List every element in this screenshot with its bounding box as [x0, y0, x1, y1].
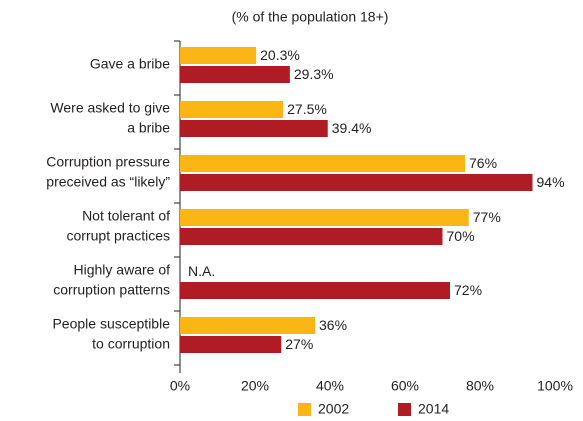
- category-label: People susceptible: [52, 316, 170, 332]
- legend-swatch: [298, 403, 311, 416]
- bar: [180, 317, 315, 334]
- bar: [180, 47, 257, 64]
- bar: [180, 228, 443, 245]
- category-label: a bribe: [127, 120, 170, 136]
- x-tick-label: 100%: [537, 378, 573, 394]
- value-label: 72%: [454, 282, 482, 298]
- category-label: Corruption pressure: [46, 154, 170, 170]
- value-label: 77%: [473, 209, 501, 225]
- value-label: 36%: [319, 317, 347, 333]
- chart-subtitle: (% of the population 18+): [232, 9, 389, 25]
- x-tick-label: 80%: [466, 378, 494, 394]
- x-tick-label: 60%: [391, 378, 419, 394]
- category-label: preceived as “likely”: [46, 174, 170, 190]
- bar: [180, 209, 469, 226]
- category-label: Not tolerant of: [82, 208, 170, 224]
- category-label: corruption patterns: [53, 282, 170, 298]
- value-label: 94%: [537, 174, 565, 190]
- value-label: 76%: [469, 155, 497, 171]
- value-label: 29.3%: [294, 66, 334, 82]
- bar: [180, 120, 328, 137]
- category-label: corrupt practices: [67, 228, 170, 244]
- legend-label: 2002: [318, 401, 349, 417]
- legend-label: 2014: [418, 401, 449, 417]
- value-label: 70%: [447, 228, 475, 244]
- bar: [180, 174, 533, 191]
- value-label: N.A.: [188, 263, 215, 279]
- legend-swatch: [398, 403, 411, 416]
- value-label: 27%: [285, 336, 313, 352]
- x-tick-label: 40%: [316, 378, 344, 394]
- x-tick-label: 0%: [170, 378, 190, 394]
- bar: [180, 282, 450, 299]
- value-label: 20.3%: [260, 47, 300, 63]
- value-label: 39.4%: [332, 120, 372, 136]
- bar: [180, 101, 284, 118]
- bar: [180, 155, 465, 172]
- category-label: Were asked to give: [50, 100, 170, 116]
- bar: [180, 66, 290, 83]
- category-label: Highly aware of: [74, 262, 171, 278]
- category-label: to corruption: [92, 336, 170, 352]
- x-tick-label: 20%: [241, 378, 269, 394]
- value-label: 27.5%: [287, 101, 327, 117]
- category-label: Gave a bribe: [90, 56, 170, 72]
- bar: [180, 336, 282, 353]
